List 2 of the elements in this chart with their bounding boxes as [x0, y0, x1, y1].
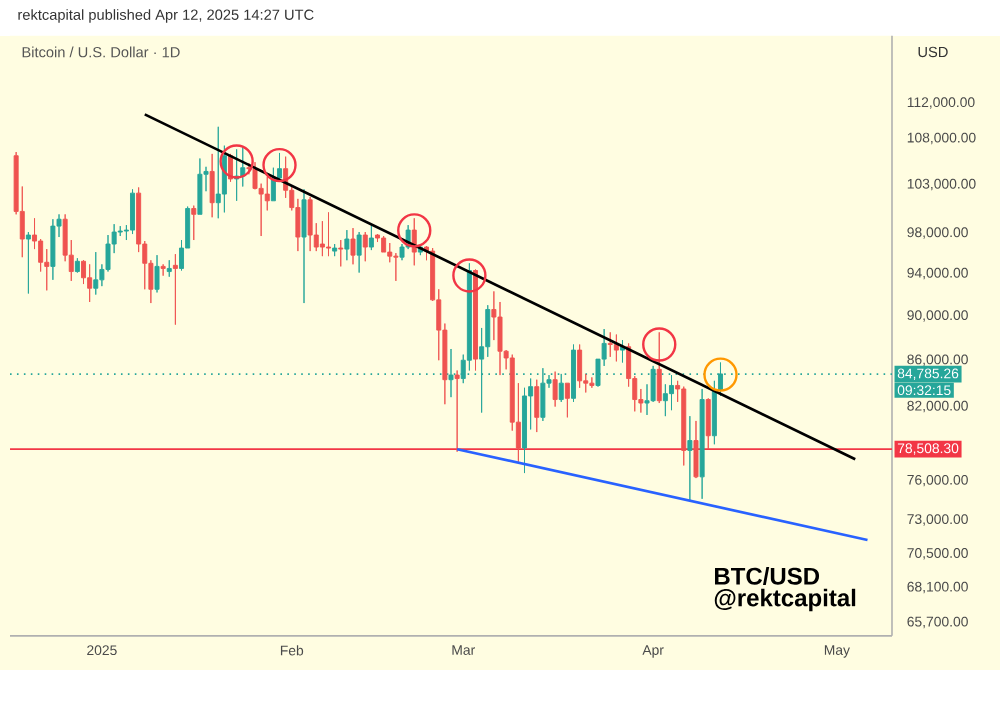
annotation: BTC/USD	[715, 567, 820, 585]
annotation: @rektcapital	[714, 588, 856, 612]
